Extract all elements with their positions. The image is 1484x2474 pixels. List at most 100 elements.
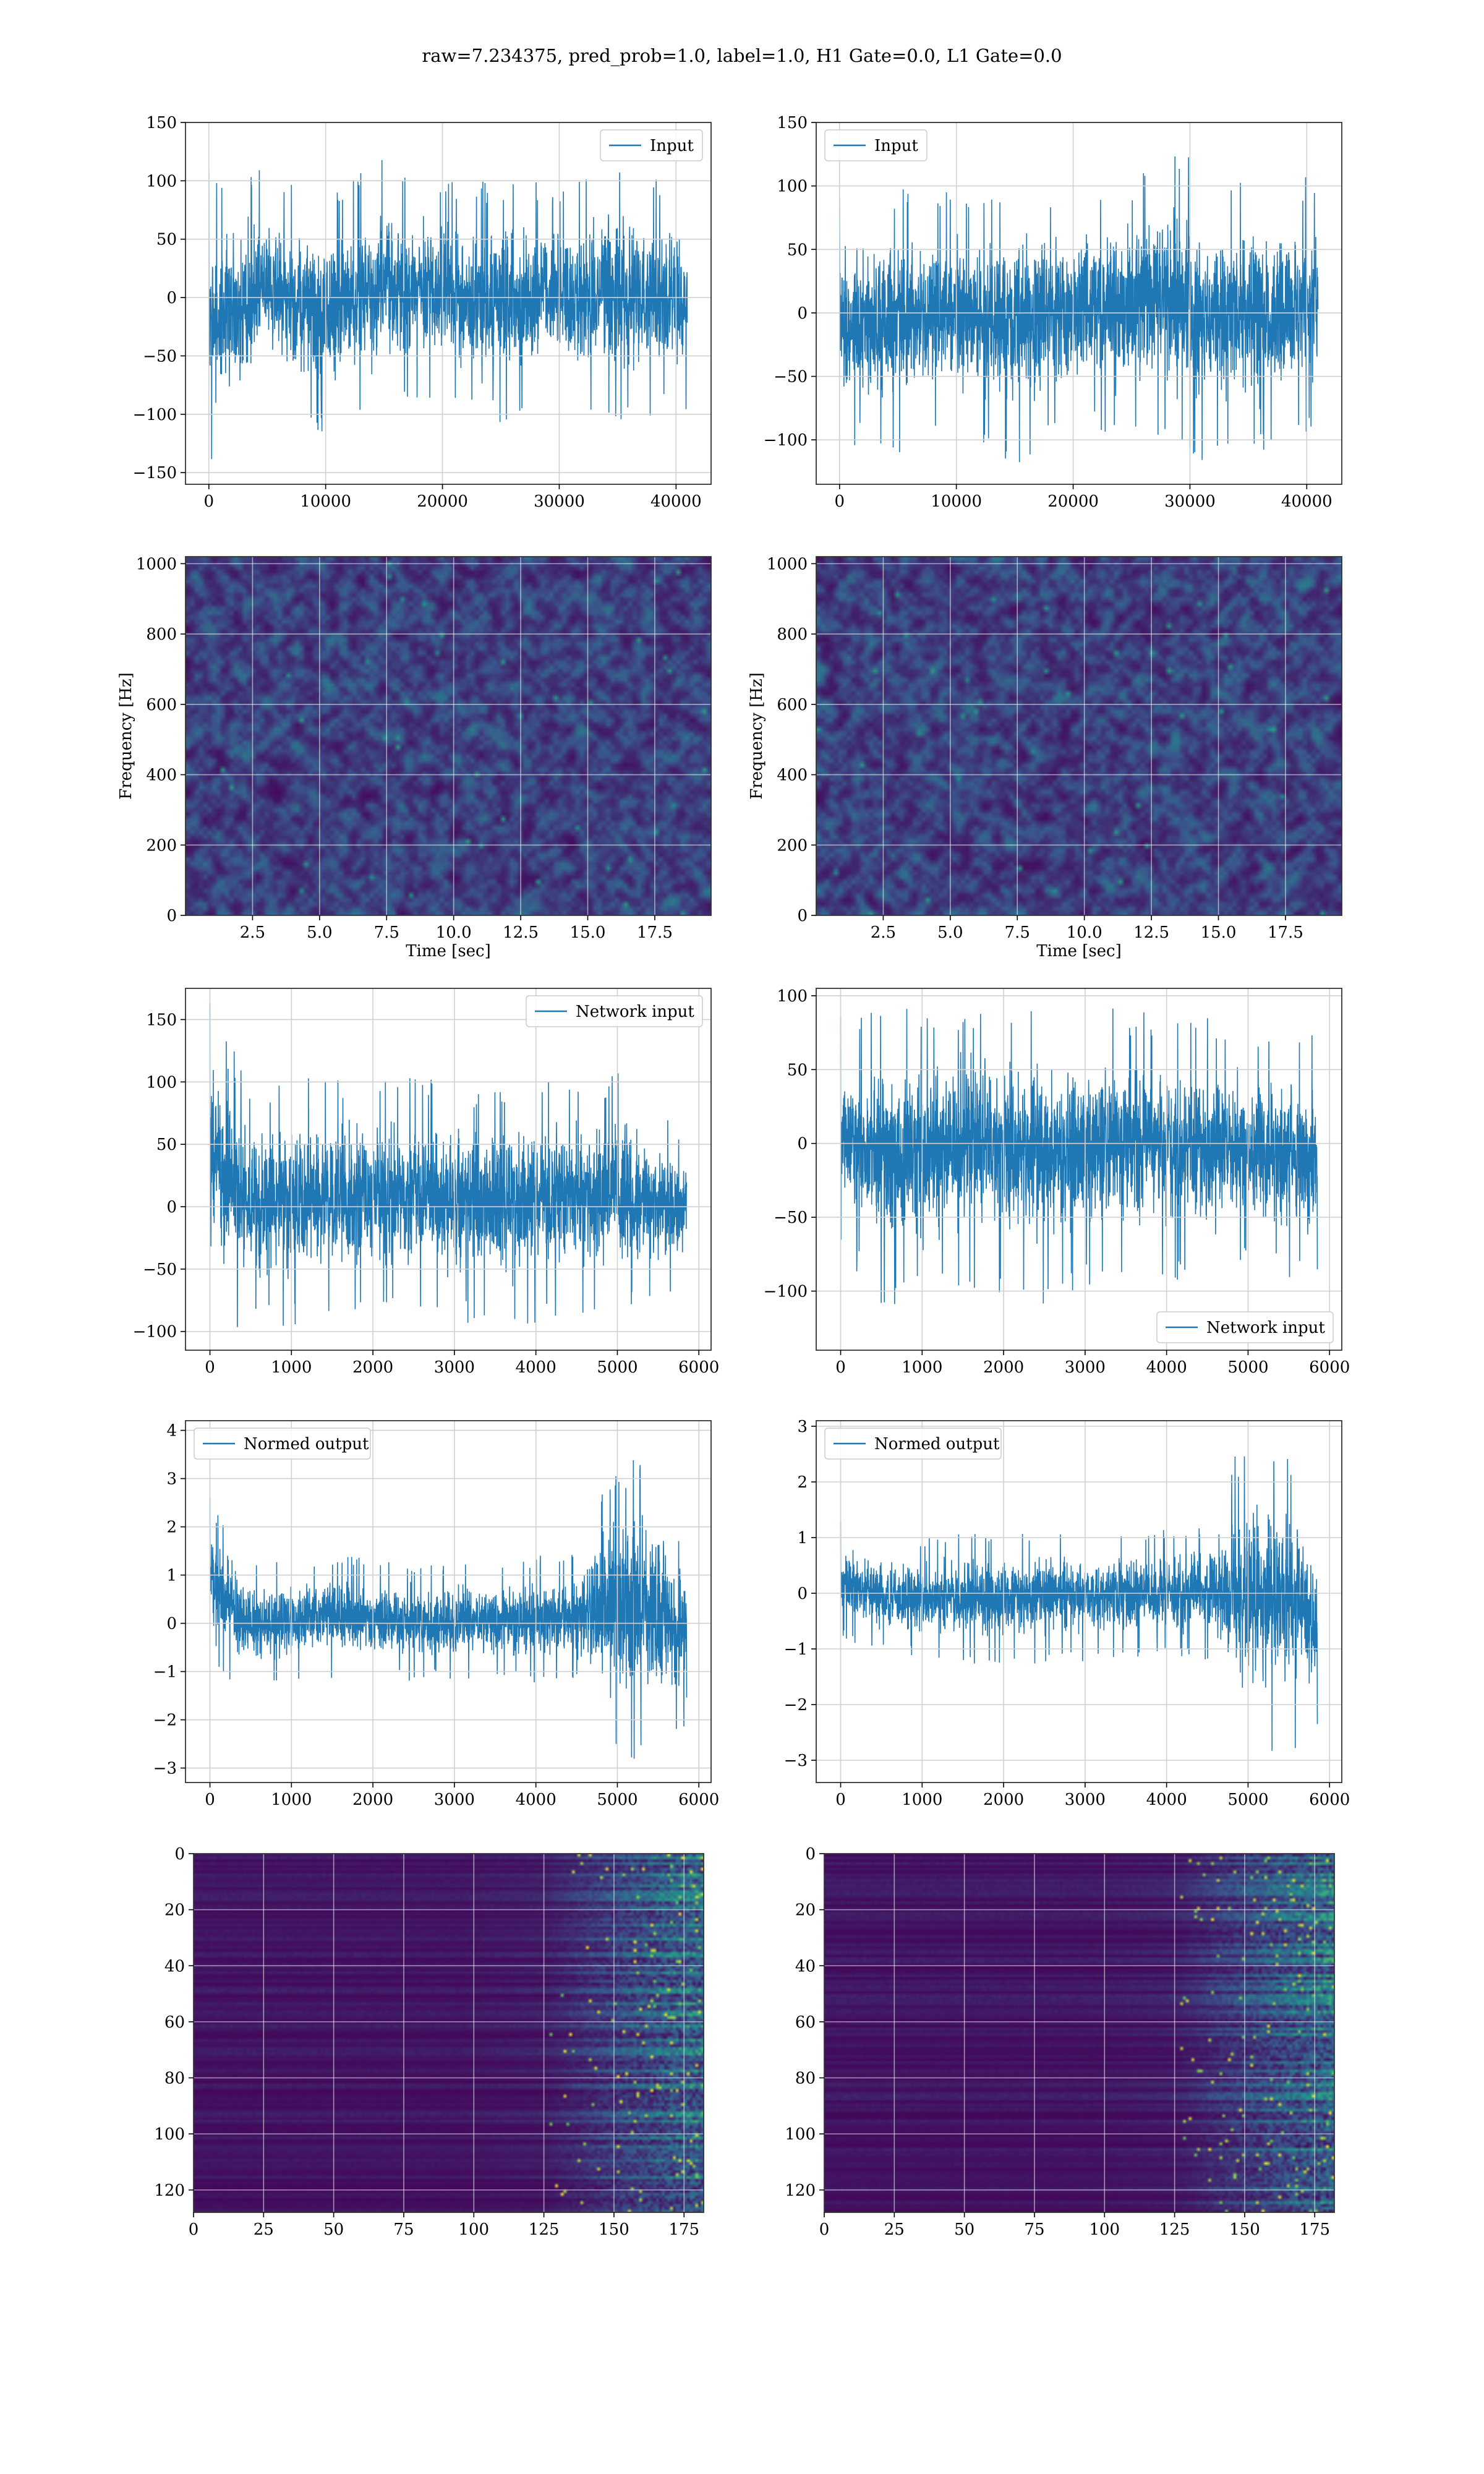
heatmap-image-feat-l1 xyxy=(824,1854,1334,2212)
x-tick-label-spec-h1: 12.5 xyxy=(503,923,539,942)
x-tick-label-spec-h1: 2.5 xyxy=(240,923,265,942)
x-tick-label-raw-l1: 30000 xyxy=(1164,492,1216,511)
x-tick-label-feat-l1: 50 xyxy=(954,2220,974,2239)
x-axis-label-spec-h1: Time [sec] xyxy=(406,942,491,961)
y-tick-label-raw-h1: 50 xyxy=(156,231,177,249)
x-tick-label-net-l1: 4000 xyxy=(1146,1358,1187,1377)
legend-label-norm-l1: Normed output xyxy=(874,1435,1000,1453)
panel-norm-l1: 0 1000 2000 3000 4000 5000 6000 −3 −2 −1 0 1 2 3 Norme… xyxy=(784,1418,1350,1809)
x-tick-label-net-h1: 3000 xyxy=(434,1358,475,1377)
x-tick-label-raw-l1: 0 xyxy=(835,492,845,511)
ticks-net-h1: 0 1000 2000 3000 4000 5000 6000 −100 −50 0 50 100 15… xyxy=(133,1011,720,1377)
y-tick-label-norm-l1: 2 xyxy=(797,1473,808,1492)
plot-raw-h1 xyxy=(208,160,688,460)
ticks-net-l1: 0 1000 2000 3000 4000 5000 6000 −100 −50 0 50 100 xyxy=(764,987,1350,1377)
y-tick-label-spec-h1: 1000 xyxy=(136,555,177,573)
x-tick-label-spec-l1: 12.5 xyxy=(1133,923,1169,942)
series-line-net-l1 xyxy=(840,1008,1318,1304)
x-tick-label-raw-h1: 0 xyxy=(204,492,215,511)
legend-norm-l1: Normed output xyxy=(824,1427,1002,1460)
y-tick-label-feat-l1: 0 xyxy=(805,1845,816,1864)
x-tick-label-raw-l1: 40000 xyxy=(1281,492,1333,511)
x-tick-label-feat-h1: 125 xyxy=(529,2220,560,2239)
x-tick-label-norm-h1: 0 xyxy=(205,1791,215,1809)
grid-net-l1 xyxy=(816,988,1342,1350)
x-tick-label-norm-l1: 0 xyxy=(835,1791,846,1809)
x-tick-label-feat-l1: 175 xyxy=(1299,2220,1330,2239)
ticks-feat-h1: 0 25 50 75 100 125 150 175 0 20 40 60 80 100 120 xyxy=(154,1845,699,2239)
y-tick-label-feat-h1: 0 xyxy=(174,1845,185,1864)
x-tick-label-feat-h1: 100 xyxy=(458,2220,489,2239)
ticks-spec-l1: 2.5 5.0 7.5 10.0 12.5 15.0 17.5 0 200 400 600 800 10… xyxy=(767,555,1303,942)
x-tick-label-spec-l1: 15.0 xyxy=(1201,923,1237,942)
plot-spec-l1 xyxy=(816,557,1342,915)
legend-net-l1: Network input xyxy=(1156,1311,1334,1343)
y-tick-label-feat-h1: 80 xyxy=(164,2070,185,2088)
panel-feat-l1: 0 25 50 75 100 125 150 175 0 20 40 60 80 100 120 xyxy=(785,1845,1335,2239)
plot-raw-l1 xyxy=(839,156,1319,463)
y-tick-label-raw-l1: −50 xyxy=(774,368,808,387)
x-tick-label-net-l1: 2000 xyxy=(983,1358,1024,1377)
legend-box-norm-h1 xyxy=(194,1427,371,1460)
y-tick-label-raw-l1: 100 xyxy=(777,178,808,196)
axes-frame-feat-l1 xyxy=(824,1853,1335,2213)
x-tick-label-feat-h1: 0 xyxy=(189,2220,199,2239)
x-tick-label-spec-h1: 10.0 xyxy=(436,923,472,942)
y-tick-label-net-h1: −100 xyxy=(133,1323,177,1342)
plot-feat-h1 xyxy=(194,1854,704,2212)
legend-raw-h1: Input xyxy=(600,129,703,161)
axes-frame-spec-h1 xyxy=(185,556,712,916)
x-tick-label-norm-l1: 4000 xyxy=(1146,1791,1187,1809)
y-tick-label-norm-l1: −2 xyxy=(784,1696,808,1714)
y-axis-label-spec-l1: Frequency [Hz] xyxy=(748,672,766,800)
y-tick-label-raw-l1: 50 xyxy=(787,241,808,259)
y-tick-label-feat-l1: 100 xyxy=(785,2125,816,2144)
y-tick-label-spec-l1: 1000 xyxy=(767,555,808,573)
y-tick-label-net-h1: −50 xyxy=(143,1261,177,1279)
y-tick-label-raw-l1: −100 xyxy=(764,431,808,450)
x-tick-label-spec-l1: 7.5 xyxy=(1005,923,1030,942)
plot-feat-l1 xyxy=(824,1854,1334,2212)
panel-net-h1: 0 1000 2000 3000 4000 5000 6000 −100 −50 0 50 100 15… xyxy=(133,988,720,1377)
x-tick-label-net-h1: 1000 xyxy=(271,1358,312,1377)
plot-spec-h1 xyxy=(186,557,711,915)
axes-frame-norm-l1 xyxy=(816,1420,1342,1783)
x-tick-label-norm-h1: 6000 xyxy=(678,1791,719,1809)
x-tick-label-net-h1: 6000 xyxy=(678,1358,719,1377)
x-tick-label-feat-h1: 175 xyxy=(668,2220,699,2239)
x-tick-label-raw-h1: 40000 xyxy=(650,492,702,511)
legend-net-h1: Network input xyxy=(526,995,703,1027)
grid-norm-l1 xyxy=(816,1421,1342,1783)
figure-suptitle: raw=7.234375, pred_prob=1.0, label=1.0, … xyxy=(422,45,1062,67)
x-tick-label-net-h1: 4000 xyxy=(516,1358,556,1377)
y-tick-label-raw-l1: 0 xyxy=(797,304,808,323)
x-tick-label-spec-h1: 15.0 xyxy=(570,923,606,942)
x-tick-label-norm-h1: 3000 xyxy=(434,1791,475,1809)
plot-norm-h1 xyxy=(209,1460,688,1759)
y-tick-label-norm-l1: −3 xyxy=(784,1752,808,1770)
x-tick-label-net-l1: 5000 xyxy=(1227,1358,1268,1377)
x-tick-label-norm-l1: 3000 xyxy=(1065,1791,1106,1809)
y-tick-label-raw-h1: 150 xyxy=(146,114,177,132)
grid-spec-h1 xyxy=(186,557,711,916)
x-tick-label-norm-h1: 4000 xyxy=(516,1791,556,1809)
panel-raw-l1: 0 10000 20000 30000 40000 −100 −50 0 50 100 150 Inp… xyxy=(764,114,1342,511)
y-tick-label-raw-h1: 100 xyxy=(146,172,177,190)
y-tick-label-net-l1: −50 xyxy=(774,1209,808,1227)
y-tick-label-feat-l1: 120 xyxy=(785,2181,816,2200)
y-tick-label-raw-h1: −150 xyxy=(133,464,177,482)
x-tick-label-feat-l1: 75 xyxy=(1024,2220,1044,2239)
y-tick-label-norm-h1: 1 xyxy=(166,1567,177,1585)
x-tick-label-spec-h1: 7.5 xyxy=(374,923,399,942)
y-tick-label-spec-l1: 400 xyxy=(777,766,808,785)
y-tick-label-spec-l1: 0 xyxy=(797,907,808,925)
y-tick-label-feat-h1: 60 xyxy=(164,2013,185,2032)
y-tick-label-norm-h1: 4 xyxy=(166,1422,177,1440)
x-tick-label-raw-l1: 20000 xyxy=(1047,492,1099,511)
y-tick-label-spec-l1: 600 xyxy=(777,696,808,714)
x-tick-label-spec-l1: 10.0 xyxy=(1067,923,1102,942)
y-tick-label-net-h1: 50 xyxy=(156,1136,177,1154)
x-tick-label-norm-l1: 2000 xyxy=(983,1791,1024,1809)
y-tick-label-raw-h1: −50 xyxy=(143,347,177,366)
y-axis-label-spec-h1: Frequency [Hz] xyxy=(117,672,135,800)
